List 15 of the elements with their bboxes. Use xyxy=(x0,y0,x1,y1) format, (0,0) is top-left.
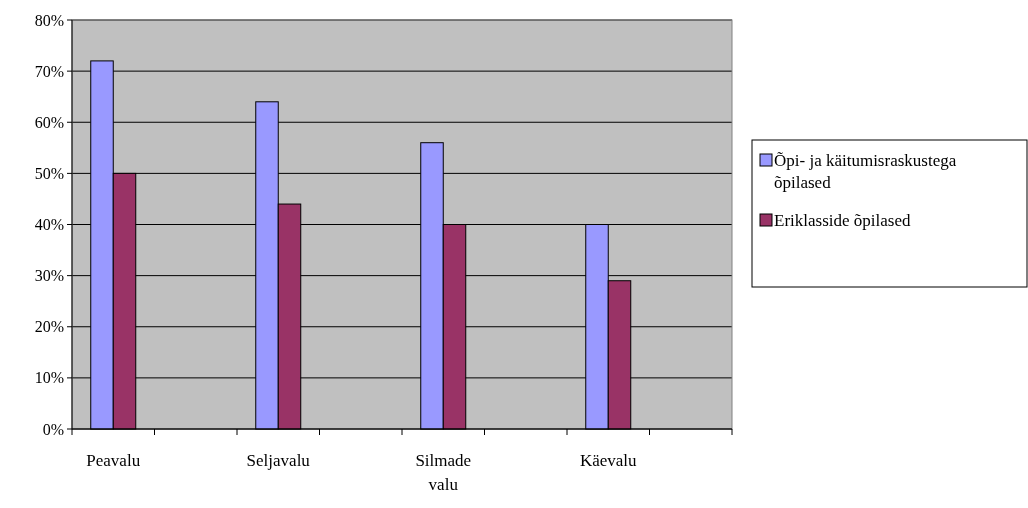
x-tick-label: Silmade valu xyxy=(415,451,472,494)
y-tick-label: 80% xyxy=(34,11,64,29)
x-tick-label: Seljavalu xyxy=(246,451,311,470)
y-tick-label: 0% xyxy=(42,420,64,438)
legend-label: Õpi- ja käitumisraskustega õpilased xyxy=(774,151,957,192)
x-tick-label: Peavalu xyxy=(86,451,141,470)
x-tick-label: Käevalu xyxy=(579,451,638,470)
legend-label: Eriklasside õpilased xyxy=(774,211,911,230)
y-tick-label: 10% xyxy=(34,369,64,387)
y-tick-label: 60% xyxy=(34,113,64,131)
y-tick-label: 70% xyxy=(34,62,64,80)
y-tick-label: 30% xyxy=(34,267,64,285)
y-tick-label: 20% xyxy=(34,318,64,336)
y-tick-label: 40% xyxy=(34,216,64,234)
y-tick-label: 50% xyxy=(34,164,64,182)
